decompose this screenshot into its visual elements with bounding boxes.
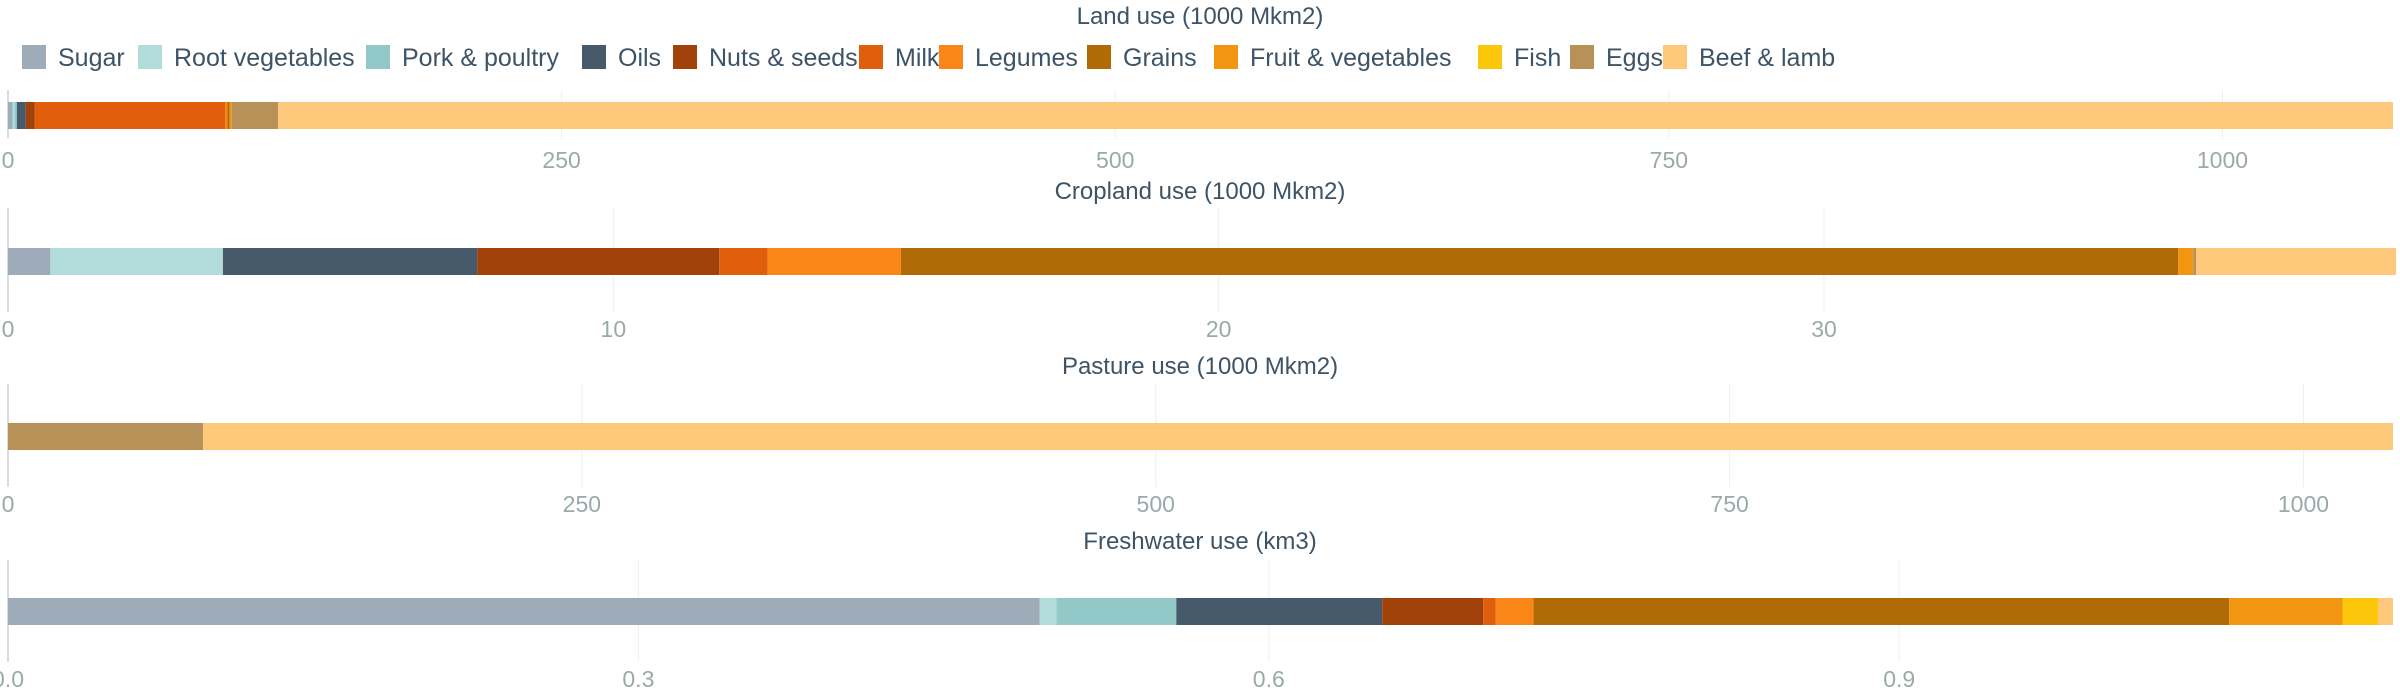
- legend-label: Beef & lamb: [1699, 44, 1835, 72]
- x-tick-label: 10: [601, 316, 627, 342]
- legend-label: Nuts & seeds: [709, 44, 858, 72]
- bar-segment-nuts-seeds: [1382, 598, 1484, 625]
- legend-label: Legumes: [975, 44, 1078, 72]
- legend-label: Fish: [1514, 44, 1561, 72]
- bar-segment-eggs: [8, 423, 204, 450]
- bar-segment-grains: [1533, 598, 2230, 625]
- bar-segment-pork-poultry: [14, 102, 17, 129]
- bar-segment-root-vegetables: [50, 248, 223, 275]
- bar-segment-beef-lamb: [278, 102, 2393, 129]
- bar-segment-grains: [900, 248, 2179, 275]
- legend-swatch-grains: [1087, 45, 1111, 69]
- panel-title: Pasture use (1000 Mkm2): [1062, 353, 1338, 380]
- bar-segment-fruit-vegetables: [2229, 598, 2343, 625]
- legend-swatch-eggs: [1570, 45, 1594, 69]
- legend-label: Grains: [1123, 44, 1197, 72]
- legend-swatch-beef-lamb: [1663, 45, 1687, 69]
- x-tick-label: 500: [1137, 491, 1175, 517]
- x-tick-label: 750: [1650, 147, 1688, 173]
- panel-title: Cropland use (1000 Mkm2): [1055, 178, 1346, 205]
- legend-swatch-sugar: [22, 45, 46, 69]
- x-tick-label: 0.3: [622, 666, 654, 692]
- bar-segment-oils: [222, 248, 478, 275]
- x-tick-label: 500: [1096, 147, 1134, 173]
- bar-segment-fruit-vegetables: [2178, 248, 2194, 275]
- bar-segment-root-vegetables: [1039, 598, 1057, 625]
- bar-segment-sugar: [8, 248, 51, 275]
- x-tick-label: 0.6: [1253, 666, 1285, 692]
- bar-segment-oils: [16, 102, 26, 129]
- bar-segment-nuts-seeds: [477, 248, 720, 275]
- bar-segment-milk: [1483, 598, 1496, 625]
- x-tick-label: 250: [563, 491, 601, 517]
- legend-swatch-milk: [859, 45, 883, 69]
- bar-segment-legumes: [225, 102, 228, 129]
- legend-swatch-fish: [1478, 45, 1502, 69]
- bar-segment-sugar: [8, 102, 13, 129]
- x-tick-label: 1000: [2278, 491, 2329, 517]
- bar-segment-fruit-vegetables: [229, 102, 232, 129]
- bar-segment-eggs: [231, 102, 279, 129]
- legend-label: Root vegetables: [174, 44, 355, 72]
- legend-label: Sugar: [58, 44, 125, 72]
- x-tick-label: 0: [2, 147, 15, 173]
- legend-label: Pork & poultry: [402, 44, 560, 72]
- bar-segment-beef-lamb: [2378, 598, 2393, 625]
- x-tick-label: 0.0: [0, 666, 24, 692]
- bar-segment-sugar: [8, 598, 1040, 625]
- bar-segment-legumes: [767, 248, 901, 275]
- legend-swatch-oils: [582, 45, 606, 69]
- x-tick-label: 20: [1206, 316, 1232, 342]
- bar-segment-fish: [2342, 598, 2379, 625]
- bar-segment-oils: [1176, 598, 1383, 625]
- bar-segment-beef-lamb: [203, 423, 2394, 450]
- bar-segment-root-vegetables: [12, 102, 15, 129]
- bar-segment-milk: [34, 102, 226, 129]
- bar-segment-eggs: [2193, 248, 2197, 275]
- legend-label: Oils: [618, 44, 661, 72]
- x-tick-label: 250: [542, 147, 580, 173]
- legend-label: Eggs: [1606, 44, 1663, 72]
- legend-swatch-nuts-seeds: [673, 45, 697, 69]
- x-tick-label: 750: [1710, 491, 1748, 517]
- legend-label: Fruit & vegetables: [1250, 44, 1452, 72]
- panel-title: Land use (1000 Mkm2): [1077, 3, 1324, 30]
- x-tick-label: 0: [2, 491, 15, 517]
- x-tick-label: 0: [2, 316, 15, 342]
- legend-label: Milk: [895, 44, 940, 72]
- bar-segment-pork-poultry: [1056, 598, 1177, 625]
- bar-segment-grains: [227, 102, 230, 129]
- legend-swatch-legumes: [939, 45, 963, 69]
- x-tick-label: 30: [1811, 316, 1837, 342]
- bar-segment-nuts-seeds: [25, 102, 35, 129]
- bar-segment-legumes: [1495, 598, 1534, 625]
- bar-segment-milk: [719, 248, 768, 275]
- bar-segment-beef-lamb: [2196, 248, 2397, 275]
- legend-swatch-root-vegetables: [138, 45, 162, 69]
- x-tick-label: 0.9: [1883, 666, 1915, 692]
- x-tick-label: 1000: [2197, 147, 2248, 173]
- legend-swatch-fruit-vegetables: [1214, 45, 1238, 69]
- panel-title: Freshwater use (km3): [1083, 528, 1316, 555]
- legend-swatch-pork-poultry: [366, 45, 390, 69]
